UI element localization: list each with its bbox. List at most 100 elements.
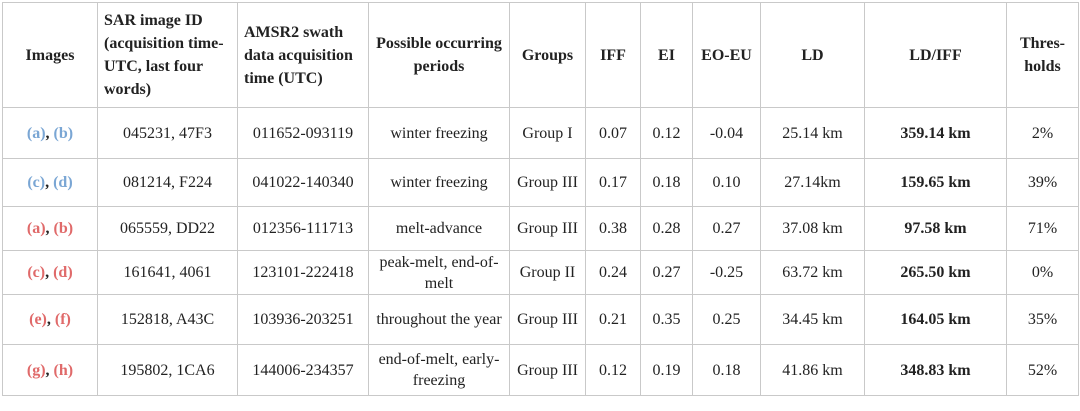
cell-period: winter freezing [368,158,510,207]
header-sar-image-id: SAR image ID (acquisition time-UTC, last… [97,2,238,108]
cell-amsr2-time: 011652-093119 [237,107,369,159]
cell-ld-iff: 159.65 km [864,158,1007,207]
header-ld-iff: LD/IFF [864,2,1007,108]
table-row: (g), (h) 195802, 1CA6 144006-234357 end-of-… [2,344,1079,396]
cell-threshold: 71% [1006,206,1079,251]
image-label-separator: , [45,264,54,281]
cell-threshold: 52% [1006,344,1079,396]
header-periods: Possible occurring periods [368,2,510,108]
cell-sar-id: 152818, A43C [97,294,238,345]
cell-images: (c), (d) [2,250,98,295]
cell-amsr2-time: 041022-140340 [237,158,369,207]
cell-period: melt-advance [368,206,510,251]
cell-iff: 0.17 [585,158,641,207]
cell-threshold: 39% [1006,158,1079,207]
cell-period: peak-melt, end-of-melt [368,250,510,295]
cell-ld-iff: 164.05 km [864,294,1007,345]
cell-eo-eu: -0.04 [692,107,761,159]
table-row: (a), (b) 045231, 47F3 011652-093119 winter … [2,107,1079,159]
image-label-second: (b) [53,124,74,142]
cell-group: Group II [509,250,586,295]
cell-amsr2-time: 103936-203251 [237,294,369,345]
cell-images: (a), (b) [2,107,98,159]
header-images: Images [2,2,98,108]
cell-ld-iff: 348.83 km [864,344,1007,396]
image-label-separator: , [45,220,54,237]
cell-period: end-of-melt, early-freezing [368,344,510,396]
header-thresholds: Thres-holds [1006,2,1079,108]
cell-period: throughout the year [368,294,510,345]
cell-ld: 37.08 km [760,206,865,251]
cell-group: Group I [509,107,586,159]
table-row: (e), (f) 152818, A43C 103936-203251 through… [2,294,1079,345]
image-label-first: (c) [27,174,46,191]
cell-eo-eu: 0.27 [692,206,761,251]
image-label-second: (f) [54,311,71,328]
cell-images: (c), (d) [2,158,98,207]
cell-ei: 0.19 [640,344,693,396]
cell-iff: 0.07 [585,107,641,159]
image-label-first: (a) [26,220,46,237]
header-groups: Groups [509,2,586,108]
image-label-separator: , [46,311,55,328]
header-iff: IFF [585,2,641,108]
header-row: Images SAR image ID (acquisition time-UT… [2,2,1079,108]
cell-iff: 0.38 [585,206,641,251]
cell-sar-id: 161641, 4061 [97,250,238,295]
image-label-separator: , [45,174,54,191]
cell-amsr2-time: 012356-111713 [237,206,369,251]
cell-iff: 0.21 [585,294,641,345]
cell-sar-id: 195802, 1CA6 [97,344,238,396]
image-label-separator: , [45,361,54,379]
cell-group: Group III [509,294,586,345]
cell-threshold: 2% [1006,107,1079,159]
header-amsr2-time: AMSR2 swath data acquisition time (UTC) [237,2,369,108]
image-label-first: (c) [27,264,46,281]
cell-ei: 0.35 [640,294,693,345]
cell-ld-iff: 265.50 km [864,250,1007,295]
image-label-separator: , [45,124,54,142]
results-table: Images SAR image ID (acquisition time-UT… [2,2,1079,396]
image-label-first: (g) [26,361,46,379]
cell-amsr2-time: 144006-234357 [237,344,369,396]
cell-threshold: 0% [1006,250,1079,295]
image-label-second: (h) [53,361,74,379]
cell-threshold: 35% [1006,294,1079,345]
image-label-first: (a) [26,124,46,142]
image-label-second: (d) [53,264,73,281]
cell-ld: 34.45 km [760,294,865,345]
cell-ld: 25.14 km [760,107,865,159]
cell-ld: 27.14km [760,158,865,207]
cell-eo-eu: -0.25 [692,250,761,295]
cell-images: (a), (b) [2,206,98,251]
cell-iff: 0.24 [585,250,641,295]
cell-eo-eu: 0.18 [692,344,761,396]
header-ei: EI [640,2,693,108]
cell-sar-id: 081214, F224 [97,158,238,207]
cell-ei: 0.18 [640,158,693,207]
cell-iff: 0.12 [585,344,641,396]
cell-ld-iff: 97.58 km [864,206,1007,251]
cell-ld: 63.72 km [760,250,865,295]
cell-sar-id: 045231, 47F3 [97,107,238,159]
header-eo-eu: EO-EU [692,2,761,108]
cell-group: Group III [509,206,586,251]
image-label-first: (e) [29,311,47,328]
cell-ei: 0.28 [640,206,693,251]
cell-sar-id: 065559, DD22 [97,206,238,251]
cell-period: winter freezing [368,107,510,159]
cell-images: (e), (f) [2,294,98,345]
header-ld: LD [760,2,865,108]
cell-eo-eu: 0.10 [692,158,761,207]
cell-group: Group III [509,344,586,396]
image-label-second: (b) [53,220,74,237]
image-label-second: (d) [53,174,73,191]
cell-ld-iff: 359.14 km [864,107,1007,159]
cell-images: (g), (h) [2,344,98,396]
cell-eo-eu: 0.25 [692,294,761,345]
cell-ld: 41.86 km [760,344,865,396]
cell-amsr2-time: 123101-222418 [237,250,369,295]
cell-ei: 0.12 [640,107,693,159]
cell-group: Group III [509,158,586,207]
table-row: (c), (d) 081214, F224 041022-140340 winter … [2,158,1079,207]
